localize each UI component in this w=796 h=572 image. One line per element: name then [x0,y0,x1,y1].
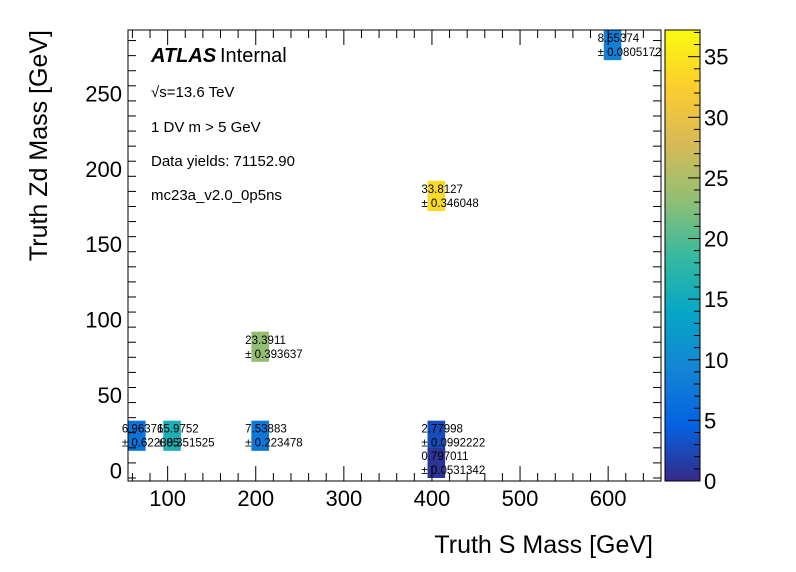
cell-error-label: ± 0.351525 [157,438,214,450]
plot-annotations: ATLAS Internal √s=13.6 TeV 1 DV m > 5 Ge… [150,45,295,204]
cell-error-label: ± 0.223478 [245,438,302,450]
colorbar [664,29,701,482]
energy-label: √s=13.6 TeV [151,84,234,101]
internal-label: Internal [220,45,287,67]
cell-value-label: 15.9752 [157,424,199,436]
heatmap-cell-4 [427,420,446,451]
heatmap-cell-6 [427,180,446,212]
cell-value-label: 33.8127 [421,184,463,196]
y-tick-label: 50 [98,383,122,408]
atlas-label: ATLAS [150,45,217,67]
heatmap-cell-1 [163,420,181,451]
x-tick-label: 500 [502,486,539,511]
x-axis-title: Truth S Mass [GeV] [434,531,653,559]
cell-value-label: 8.55374 [598,33,640,45]
cell-error-label: ± 0.0531342 [421,465,485,477]
x-tick-label: 300 [325,486,362,511]
axes: 100 200 300 400 500 600 0 50 100 150 200 250 [85,29,662,511]
cell-error-label: ± 0.0992222 [421,438,485,450]
cell-error-label: ± 0.393637 [245,349,302,361]
cell-value-label: 6.96376 [122,424,164,436]
cell-value-label: 23.3911 [245,335,286,347]
sample-label: mc23a_v2.0_0p5ns [151,187,282,204]
y-tick-label: 100 [85,308,122,333]
colorbar-tick-label: 10 [704,348,728,373]
plot-frame [127,29,662,482]
x-tick-label: 600 [590,486,627,511]
colorbar-gradient [664,29,701,482]
colorbar-tick-label: 35 [704,45,728,70]
x-tick-label: 200 [237,486,274,511]
heatmap-cell-0 [128,420,146,451]
colorbar-tick-label: 5 [704,408,716,433]
cell-value-label: 2.77998 [421,424,463,436]
cell-error-label: ± 0.0805172 [598,47,662,59]
heatmap-cells [128,30,622,478]
cell-value-label: 0.797011 [421,451,468,463]
colorbar-tick-label: 30 [704,105,728,130]
colorbar-tick-label: 15 [704,287,728,312]
axis-titles: Truth S Mass [GeV] Truth Zd Mass [GeV] [25,30,653,559]
colorbar-tick-label: 25 [704,166,728,191]
heatmap-cell-3 [251,331,269,362]
x-tick-label: 100 [149,486,186,511]
y-tick-label: 200 [85,157,122,182]
colorbar-tick-label: 0 [704,469,716,494]
cell-error-label: ± 0.622885 [122,438,179,450]
y-tick-label: 0 [110,458,122,483]
y-tick-label: 250 [85,81,122,106]
colorbar-ticks: 0 5 10 15 20 25 30 35 [688,31,728,494]
cell-labels: 6.96376 ± 0.622885 15.9752 ± 0.351525 7.5388… [122,33,662,477]
cell-value-label: 7.53883 [245,424,287,436]
yields-label: Data yields: 71152.90 [151,153,295,170]
cell-error-label: ± 0.346048 [421,198,478,210]
y-tick-label: 150 [85,232,122,257]
heatmap-cell-2 [251,420,269,451]
y-axis-title: Truth Zd Mass [GeV] [25,30,53,261]
selection-label: 1 DV m > 5 GeV [151,119,261,136]
colorbar-tick-label: 20 [704,227,728,252]
x-tick-label: 400 [414,486,451,511]
